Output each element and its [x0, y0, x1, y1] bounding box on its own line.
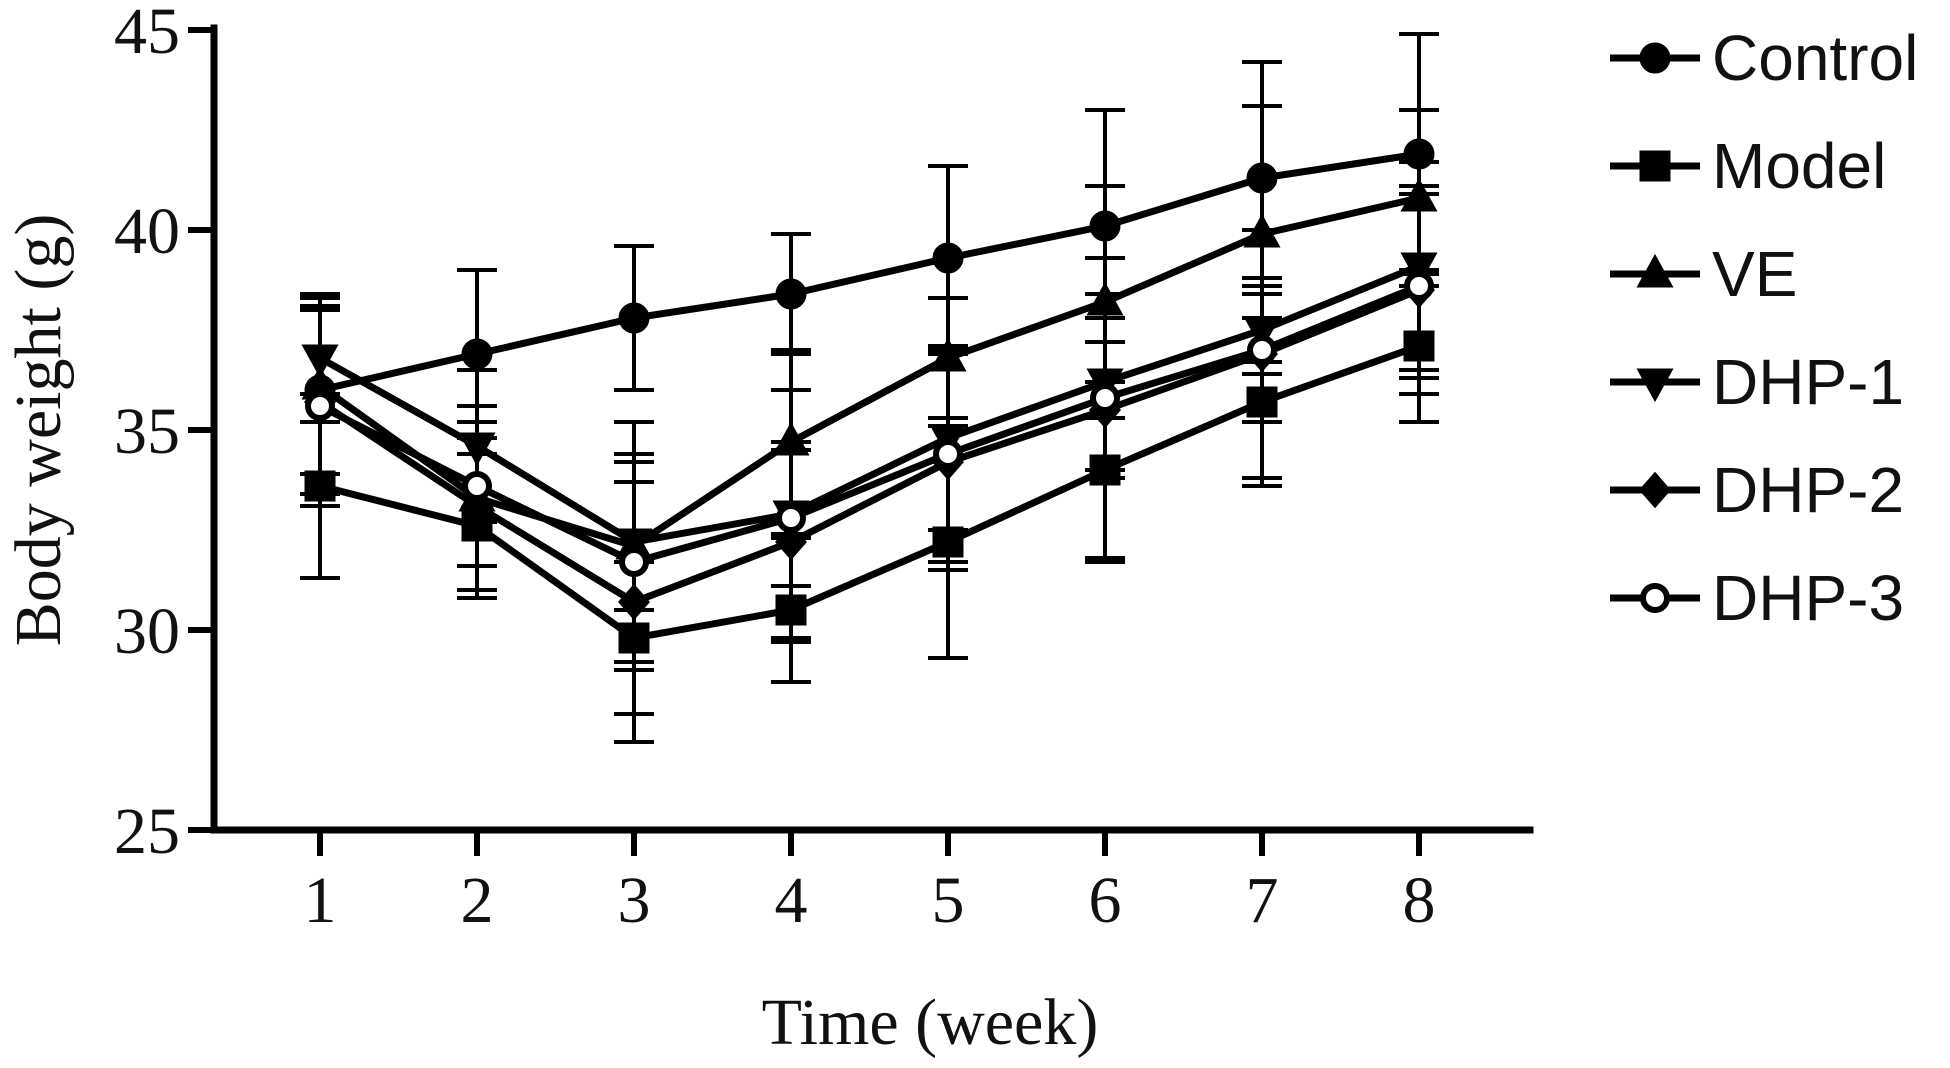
data-point-ve [772, 421, 810, 456]
data-point-control [1089, 210, 1121, 242]
data-point-dhp-3 [305, 391, 335, 421]
data-point-dhp-3 [462, 471, 492, 501]
data-point-ve [1400, 177, 1438, 212]
legend-label-control: Control [1712, 22, 1918, 94]
legend-label-ve: VE [1712, 238, 1797, 310]
data-point-control [1246, 162, 1278, 194]
x-tick-label: 5 [932, 864, 965, 937]
data-point-control [1403, 138, 1435, 170]
y-tick-label: 25 [114, 795, 180, 868]
x-axis-title: Time (week) [762, 986, 1099, 1059]
x-tick-label: 1 [304, 864, 337, 937]
legend-marker-dhp-3 [1640, 583, 1670, 613]
x-tick-label: 3 [618, 864, 651, 937]
series-line-model [319, 342, 1421, 642]
legend-marker-dhp-1 [1636, 368, 1674, 403]
series-lines [317, 150, 1421, 642]
series-line-dhp-3 [318, 282, 1421, 566]
series-line-control [319, 150, 1420, 394]
data-point-dhp-3 [1404, 271, 1434, 301]
data-point-ve [1243, 213, 1281, 248]
data-point-ve [929, 337, 967, 372]
data-points [301, 138, 1438, 654]
data-point-control [618, 302, 650, 334]
data-point-model [932, 526, 964, 558]
data-point-dhp-3 [1247, 335, 1277, 365]
data-point-dhp-3 [776, 503, 806, 533]
x-tick-label: 4 [775, 864, 808, 937]
y-tick-label: 40 [114, 195, 180, 268]
data-point-ve [1086, 281, 1124, 316]
legend-marker-control [1639, 42, 1671, 74]
data-point-model [304, 470, 336, 502]
x-tick-label: 8 [1403, 864, 1436, 937]
data-point-model [1089, 454, 1121, 486]
y-tick-label: 35 [114, 395, 180, 468]
data-point-dhp-1 [1243, 316, 1281, 351]
y-tick-label: 45 [114, 0, 180, 68]
data-point-dhp-1 [1400, 252, 1438, 287]
legend-label-dhp-3: DHP-3 [1712, 562, 1904, 634]
legend-label-dhp-1: DHP-1 [1712, 346, 1904, 418]
data-point-dhp-2 [618, 583, 650, 621]
legend-marker-model [1639, 150, 1671, 182]
legend-marker-dhp-2 [1639, 471, 1671, 509]
x-tick-label: 6 [1089, 864, 1122, 937]
y-axis-title: Body weight (g) [2, 214, 75, 647]
data-point-dhp-3 [1090, 383, 1120, 413]
data-point-control [461, 338, 493, 370]
legend-label-model: Model [1712, 130, 1886, 202]
data-point-model [1403, 330, 1435, 362]
data-point-model [1246, 386, 1278, 418]
x-tick-label: 2 [461, 864, 494, 937]
data-point-model [618, 622, 650, 654]
data-point-dhp-1 [301, 344, 339, 379]
data-point-control [775, 278, 807, 310]
legend: Control Model VE DHP-1 DHP-2 DHP-3 [1610, 22, 1918, 634]
data-point-model [775, 594, 807, 626]
data-point-dhp-1 [615, 528, 653, 563]
data-point-dhp-3 [933, 439, 963, 469]
legend-label-dhp-2: DHP-2 [1712, 454, 1904, 526]
data-point-dhp-3 [619, 547, 649, 577]
legend-marker-ve [1636, 253, 1674, 288]
x-tick-label: 7 [1246, 864, 1279, 937]
data-point-control [932, 242, 964, 274]
y-tick-label: 30 [114, 595, 180, 668]
series-line-ve [317, 194, 1420, 550]
data-point-dhp-1 [458, 432, 496, 467]
series-line-dhp-1 [318, 262, 1421, 546]
series-line-dhp-2 [318, 286, 1421, 606]
data-point-dhp-2 [775, 523, 807, 561]
